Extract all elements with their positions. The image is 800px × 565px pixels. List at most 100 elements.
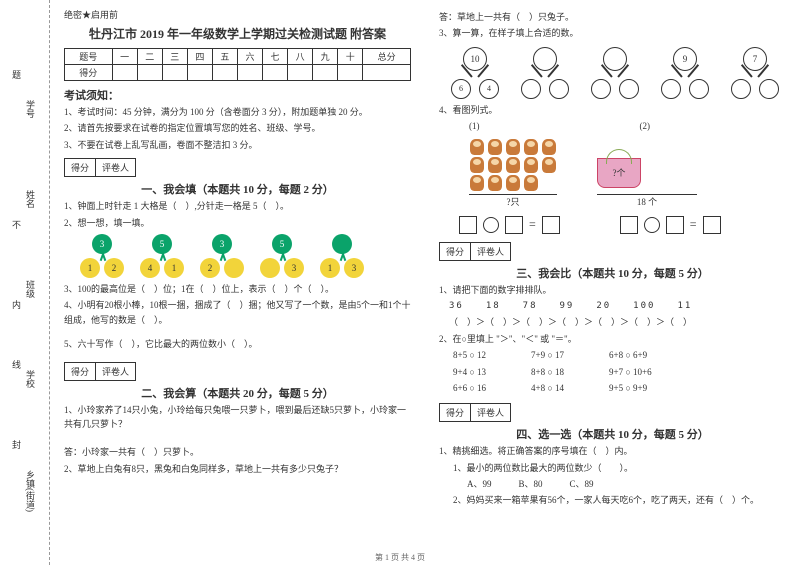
q4-opts: A、99 B、80 C、89: [467, 477, 786, 491]
cell: 六: [237, 49, 262, 65]
ball-group: 13: [318, 234, 366, 278]
score-cell: 评卷人: [471, 404, 510, 421]
cherry-group: [589, 47, 641, 99]
equation: =: [620, 216, 721, 234]
basket-label: ?个: [613, 166, 626, 179]
ball-diagram: 312 541 32 53 13: [78, 234, 411, 278]
score-cell: 评卷人: [471, 243, 510, 260]
node: [731, 79, 751, 99]
q2-2: 2、草地上白兔有8只，黑兔和白兔同样多，草地上一共有多少只兔子？: [64, 462, 411, 476]
node: [591, 79, 611, 99]
cmp-row: 8+5 ○ 12 7+9 ○ 17 6+8 ○ 6+9: [453, 348, 786, 362]
cell: 三: [162, 49, 187, 65]
ball-group: 53: [258, 234, 306, 278]
q2-4: 4、看图列式。: [439, 103, 786, 117]
ball: 1: [80, 258, 100, 278]
caption: ?只: [469, 194, 557, 208]
columns: 绝密★启用前 牡丹江市 2019 年一年级数学上学期过关检测试题 附答案 题号 …: [50, 0, 800, 565]
cell: 二: [137, 49, 162, 65]
basket-icon: ?个: [597, 158, 641, 188]
basket-group: ?个 18 个: [597, 158, 697, 208]
monkey-icon: [470, 139, 484, 155]
score-cell: 评卷人: [96, 363, 135, 380]
cell: 四: [187, 49, 212, 65]
ball: 5: [152, 234, 172, 254]
bind-lbl: 学号: [24, 100, 37, 118]
ball: 5: [272, 234, 292, 254]
ball: 1: [164, 258, 184, 278]
q2-1a: 答：小玲家一共有（ ）只萝卜。: [64, 445, 411, 459]
q1-3: 3、100的最高位是（ ）位；1在（ ）位上，表示（ ）个（ ）。: [64, 282, 411, 296]
cell: 八: [288, 49, 313, 65]
ball: [260, 258, 280, 278]
cherry-group: 1064: [449, 47, 501, 99]
bind-mark: 内: [10, 300, 23, 315]
ball: 3: [92, 234, 112, 254]
node: [759, 79, 779, 99]
node: [619, 79, 639, 99]
ball: 3: [344, 258, 364, 278]
ball-group: 3 12: [78, 234, 126, 278]
left-column: 绝密★启用前 牡丹江市 2019 年一年级数学上学期过关检测试题 附答案 题号 …: [50, 0, 425, 565]
binding-margin: 乡镇(街道) 学校 班级 姓名 学号 封 线 内 不 题: [0, 0, 50, 565]
score-box: 得分 评卷人: [439, 403, 511, 422]
q4-1: 1、精挑细选。将正确答案的序号填在（ ）内。: [439, 444, 786, 458]
score-box: 得分 评卷人: [64, 158, 136, 177]
cherry-diagram: 1064 9 7: [449, 47, 786, 99]
bind-lbl: 乡镇(街道): [24, 470, 37, 512]
bind-mark: 线: [10, 360, 23, 375]
notice-line: 2、请首先按要求在试卷的指定位置填写您的姓名、班级、学号。: [64, 121, 411, 135]
q1-5: 5、六十写作（ ），它比最大的两位数小（ ）。: [64, 337, 411, 351]
ball: 3: [284, 258, 304, 278]
score-table: 题号 一 二 三 四 五 六 七 八 九 十 总分 得分: [64, 48, 411, 81]
q4-sub1: 1、最小的两位数比最大的两位数少（ ）。: [453, 461, 786, 475]
sub-labels: (1)(2): [469, 119, 786, 133]
caption: 18 个: [597, 194, 697, 208]
score-cell: 得分: [440, 243, 471, 260]
score-box: 得分 评卷人: [439, 242, 511, 261]
lbl: (2): [640, 121, 651, 131]
q1-2: 2、想一想，填一填。: [64, 216, 411, 230]
score-cell: 评卷人: [96, 159, 135, 176]
q1-4: 4、小明有20根小棒，10根一捆，捆成了（ ）捆；他又写了一个数，是由5个一和1…: [64, 298, 411, 327]
q3-2: 2、在○里填上 "＞"、"＜" 或 "＝"。: [439, 332, 786, 346]
score-cell: 得分: [65, 159, 96, 176]
cell: 七: [262, 49, 287, 65]
q3-1: 1、请把下面的数字排排队。: [439, 283, 786, 297]
ball: 2: [200, 258, 220, 278]
node: [549, 79, 569, 99]
score-box: 得分 评卷人: [64, 362, 136, 381]
right-column: 答：草地上一共有（ ）只兔子。 3、算一算，在样子填上合适的数。 1064 9 …: [425, 0, 800, 565]
ball-group: 541: [138, 234, 186, 278]
bind-lbl: 班级: [24, 280, 37, 298]
ball: 3: [212, 234, 232, 254]
section-2-title: 二、我会算（本题共 20 分，每题 5 分）: [64, 385, 411, 401]
score-cell: 得分: [440, 404, 471, 421]
bind-mark: 封: [10, 440, 23, 455]
q2-3: 3、算一算，在样子填上合适的数。: [439, 26, 786, 40]
cell: 得分: [65, 65, 113, 81]
ball: 2: [104, 258, 124, 278]
q1-1: 1、钟面上时针走 1 大格是（ ）,分针走一格是 5（ ）。: [64, 199, 411, 213]
section-4-title: 四、选一选（本题共 10 分，每题 5 分）: [439, 426, 786, 442]
cell: 总分: [363, 49, 411, 65]
ball-group: 32: [198, 234, 246, 278]
cell: 题号: [65, 49, 113, 65]
cell: 五: [212, 49, 237, 65]
table-row: 得分: [65, 65, 411, 81]
score-cell: 得分: [65, 363, 96, 380]
monkey-group: ?只: [469, 138, 557, 208]
chain: （ ）＞（ ）＞（ ）＞（ ）＞（ ）＞（ ）＞（ ）: [449, 315, 786, 329]
cell: 九: [313, 49, 338, 65]
ball: 1: [320, 258, 340, 278]
cmp-row: 6+6 ○ 16 4+8 ○ 14 9+5 ○ 9+9: [453, 381, 786, 395]
section-3-title: 三、我会比（本题共 10 分，每题 5 分）: [439, 265, 786, 281]
page-footer: 第 1 页 共 4 页: [0, 552, 800, 563]
node: [521, 79, 541, 99]
equation-row: = =: [439, 210, 786, 236]
node: 6: [451, 79, 471, 99]
ball: [224, 258, 244, 278]
bind-lbl: 姓名: [24, 190, 37, 208]
node: 4: [479, 79, 499, 99]
answer-line: 答：草地上一共有（ ）只兔子。: [439, 10, 786, 24]
